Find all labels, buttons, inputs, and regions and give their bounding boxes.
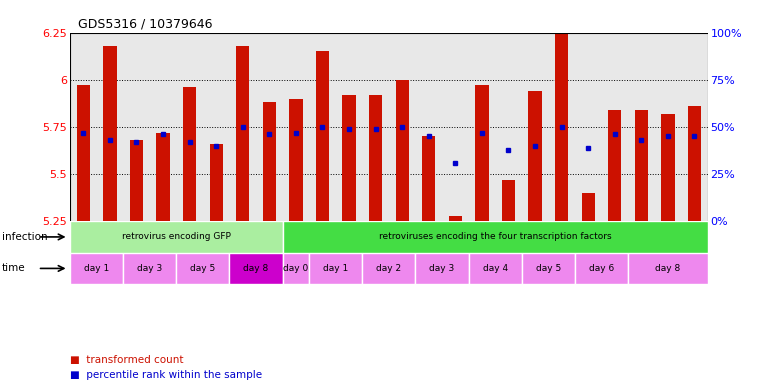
Bar — [282, 221, 708, 253]
Text: day 8: day 8 — [655, 264, 680, 273]
Bar — [230, 253, 282, 284]
Text: day 1: day 1 — [323, 264, 349, 273]
Bar — [236, 46, 250, 221]
Bar — [77, 85, 90, 221]
Bar — [422, 136, 435, 221]
Bar — [103, 46, 116, 221]
Text: retrovirus encoding GFP: retrovirus encoding GFP — [122, 232, 231, 242]
Bar — [608, 110, 622, 221]
Bar — [396, 80, 409, 221]
Bar — [309, 253, 362, 284]
Bar — [263, 103, 276, 221]
Bar — [282, 253, 309, 284]
Text: day 8: day 8 — [244, 264, 269, 273]
Text: ■  percentile rank within the sample: ■ percentile rank within the sample — [70, 370, 262, 380]
Bar — [289, 99, 303, 221]
Bar — [316, 51, 329, 221]
Bar — [130, 140, 143, 221]
Bar — [70, 253, 123, 284]
Text: day 3: day 3 — [429, 264, 454, 273]
Bar — [575, 253, 628, 284]
Bar — [581, 193, 595, 221]
Bar — [501, 180, 515, 221]
Bar — [555, 33, 568, 221]
Bar — [209, 144, 223, 221]
Bar — [661, 114, 674, 221]
Bar — [475, 85, 489, 221]
Bar — [369, 95, 382, 221]
Text: day 5: day 5 — [536, 264, 561, 273]
Bar — [469, 253, 522, 284]
Text: day 4: day 4 — [482, 264, 508, 273]
Text: day 5: day 5 — [190, 264, 215, 273]
Bar — [183, 87, 196, 221]
Text: ■  transformed count: ■ transformed count — [70, 356, 183, 366]
Text: day 6: day 6 — [589, 264, 614, 273]
Bar — [628, 253, 708, 284]
Bar — [522, 253, 575, 284]
Bar — [177, 253, 230, 284]
Text: infection: infection — [2, 232, 47, 242]
Bar — [70, 221, 282, 253]
Text: day 2: day 2 — [376, 264, 402, 273]
Text: day 3: day 3 — [137, 264, 162, 273]
Bar — [449, 215, 462, 221]
Bar — [688, 106, 701, 221]
Bar — [362, 253, 416, 284]
Text: day 1: day 1 — [84, 264, 110, 273]
Text: day 0: day 0 — [283, 264, 308, 273]
Bar — [156, 132, 170, 221]
Bar — [123, 253, 177, 284]
Bar — [635, 110, 648, 221]
Text: retroviruses encoding the four transcription factors: retroviruses encoding the four transcrip… — [379, 232, 612, 242]
Bar — [528, 91, 542, 221]
Text: time: time — [2, 263, 25, 273]
Bar — [416, 253, 469, 284]
Text: GDS5316 / 10379646: GDS5316 / 10379646 — [78, 18, 212, 31]
Bar — [342, 95, 355, 221]
